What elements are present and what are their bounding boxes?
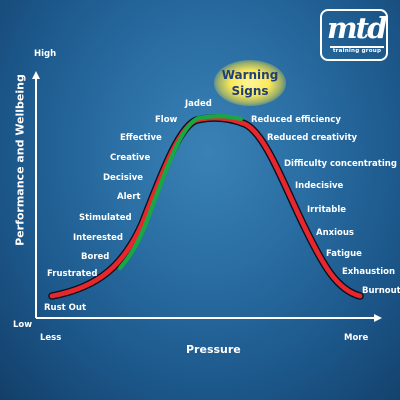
curve-label-effective: Effective [120, 133, 162, 143]
curve-label-decisive: Decisive [103, 173, 144, 183]
curve-label-reduced-efficiency: Reduced efficiency [251, 115, 341, 125]
warning-signs-label: Warning Signs [214, 67, 286, 99]
curve-label-anxious: Anxious [316, 228, 354, 238]
curve-label-rust-out: Rust Out [44, 303, 87, 313]
curve-label-jaded: Jaded [185, 99, 212, 109]
x-axis-title: Pressure [186, 343, 241, 356]
x-axis-less-label: Less [40, 333, 62, 343]
curve-label-fatigue: Fatigue [326, 249, 362, 259]
curve-label-exhaustion: Exhaustion [342, 267, 396, 277]
logo-divider [330, 46, 384, 48]
curve-label-interested: Interested [73, 233, 123, 243]
logo-main-text: mtd [327, 11, 386, 45]
curve-label-indecisive: Indecisive [295, 181, 344, 191]
curve-label-burnout: Burnout [362, 286, 400, 296]
brand-logo: mtd training group [320, 9, 388, 61]
warning-line-1: Warning [221, 68, 279, 82]
y-axis-low-label: Low [13, 320, 33, 330]
warning-signs-badge: Warning Signs [214, 60, 286, 106]
warning-line-2: Signs [231, 84, 269, 98]
curve-label-difficulty-concentrating: Difficulty concentrating [284, 159, 397, 169]
y-axis-title: Performance and Wellbeing [13, 74, 27, 246]
curve-label-frustrated: Frustrated [47, 269, 98, 279]
curve-label-alert: Alert [117, 192, 141, 202]
curve-label-creative: Creative [110, 153, 151, 163]
logo-subtitle: training group [332, 48, 382, 54]
curve-label-bored: Bored [81, 252, 110, 262]
curve-label-flow: Flow [155, 115, 178, 125]
x-axis-more-label: More [344, 333, 369, 343]
y-axis-high-label: High [34, 49, 57, 59]
curve-label-stimulated: Stimulated [79, 213, 132, 223]
curve-label-reduced-creativity: Reduced creativity [267, 133, 358, 143]
performance-green-curve [117, 114, 244, 271]
curve-label-irritable: Irritable [307, 205, 347, 215]
